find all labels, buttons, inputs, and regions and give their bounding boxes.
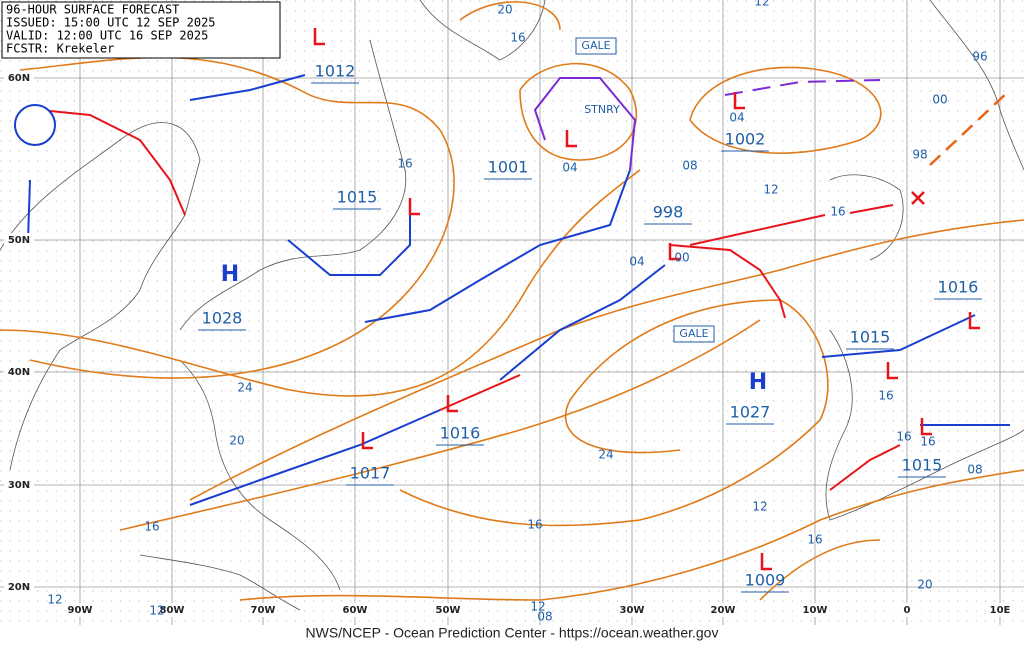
isobar-label: 16 <box>878 389 893 403</box>
high-center: H <box>221 262 239 287</box>
fronts <box>27 74 1011 506</box>
header-box <box>1 1 281 59</box>
isobar-label: 12 <box>754 0 769 9</box>
isobar-label: 20 <box>917 578 932 592</box>
footer-credit: NWS/NCEP - Ocean Prediction Center - htt… <box>306 625 719 641</box>
labels: 60N 50N 40N 30N 20N 90W 80W 70W 60W 50W 30W 20W 10W 0… <box>4 0 1014 641</box>
pressure-label: 1015 <box>850 328 891 347</box>
pressure-label: 1001 <box>488 158 529 177</box>
pressure-label: 1016 <box>938 278 979 297</box>
pressure-label: 1017 <box>350 464 391 483</box>
isobar-label: 08 <box>682 159 697 173</box>
lat-label: 30N <box>8 480 30 491</box>
lon-label: 10E <box>990 605 1011 616</box>
high-center: H <box>749 370 767 395</box>
lon-label-box <box>618 603 646 617</box>
lon-label-box <box>434 603 462 617</box>
lon-label-box <box>986 603 1014 617</box>
isobar-label: 12 <box>763 183 778 197</box>
lon-label-box <box>66 603 94 617</box>
isobar-label: 16 <box>896 430 911 444</box>
isobar-label: 12 <box>149 604 164 618</box>
lat-label: 50N <box>8 235 30 246</box>
pressure-label: 998 <box>653 203 684 222</box>
isobar-label: 04 <box>729 111 744 125</box>
pressure-label: 1002 <box>725 130 766 149</box>
area-tag: GALE <box>581 39 610 52</box>
pressure-label: 1027 <box>730 403 771 422</box>
isobar-label: 04 <box>629 255 644 269</box>
lon-label: 30W <box>620 605 645 616</box>
pressure-label: 1015 <box>337 188 378 207</box>
tag-box <box>575 37 617 55</box>
isobar-label: 20 <box>229 434 244 448</box>
header-line: ISSUED: 15:00 UTC 12 SEP 2025 <box>6 16 216 30</box>
header-line: 96-HOUR SURFACE FORECAST <box>6 3 179 17</box>
isobar-label: 16 <box>807 533 822 547</box>
lon-label-box <box>801 603 829 617</box>
lon-label: 50W <box>436 605 461 616</box>
pressure-label: 1012 <box>315 62 356 81</box>
lat-label-box <box>4 365 34 379</box>
lon-label: 80W <box>160 605 185 616</box>
lat-label-box <box>4 233 34 247</box>
lon-label-box <box>341 603 369 617</box>
low-centers <box>313 28 980 571</box>
isobar-label: 04 <box>562 161 577 175</box>
isobar-label: 08 <box>967 463 982 477</box>
isobar-label: 16 <box>510 31 525 45</box>
lon-label: 90W <box>68 605 93 616</box>
lon-label-box <box>709 603 737 617</box>
isobars <box>0 1 1024 601</box>
pressure-label: 1015 <box>902 456 943 475</box>
coastlines <box>0 0 1024 611</box>
isobar-label: 12 <box>752 500 767 514</box>
lon-label-box <box>158 603 186 617</box>
isobar-label: 24 <box>237 381 252 395</box>
footer-band <box>0 625 1024 652</box>
lat-label: 60N <box>8 73 30 84</box>
lat-label-box <box>4 71 34 85</box>
lat-label-box <box>4 478 34 492</box>
isobar-label: 24 <box>598 448 613 462</box>
isobar-label: 16 <box>920 435 935 449</box>
area-tag: STNRY <box>584 103 620 116</box>
isobar-label: 98 <box>912 148 927 162</box>
lon-label-box <box>893 603 921 617</box>
lat-label-box <box>4 580 34 594</box>
isobar-label: 16 <box>527 518 542 532</box>
pressure-label: 1016 <box>440 424 481 443</box>
noaa-logo <box>14 104 56 146</box>
tag-box <box>673 325 715 343</box>
isobar-label: 12 <box>530 600 545 614</box>
isobar-label: 08 <box>537 610 552 624</box>
isobar-label: 16 <box>830 205 845 219</box>
pressure-label: 1009 <box>745 571 786 590</box>
isobar-label: 16 <box>144 520 159 534</box>
lon-label: 70W <box>251 605 276 616</box>
pressure-label: 1028 <box>202 309 243 328</box>
isobar-label: 00 <box>674 251 689 265</box>
lon-label: 0 <box>904 605 911 616</box>
lon-label: 10W <box>803 605 828 616</box>
lon-label: 20W <box>711 605 736 616</box>
header-line: FCSTR: Krekeler <box>6 42 114 56</box>
isobar-label: 12 <box>47 593 62 607</box>
area-tag: GALE <box>679 327 708 340</box>
isobar-label: 20 <box>497 3 512 17</box>
header-line: VALID: 12:00 UTC 16 SEP 2025 <box>6 29 208 43</box>
isobar-label: 16 <box>397 157 412 171</box>
isobar-label: 96 <box>972 50 987 64</box>
lat-label: 40N <box>8 367 30 378</box>
lat-label: 20N <box>8 582 30 593</box>
lon-label-box <box>249 603 277 617</box>
lon-label: 60W <box>343 605 368 616</box>
isobar-label: 00 <box>932 93 947 107</box>
